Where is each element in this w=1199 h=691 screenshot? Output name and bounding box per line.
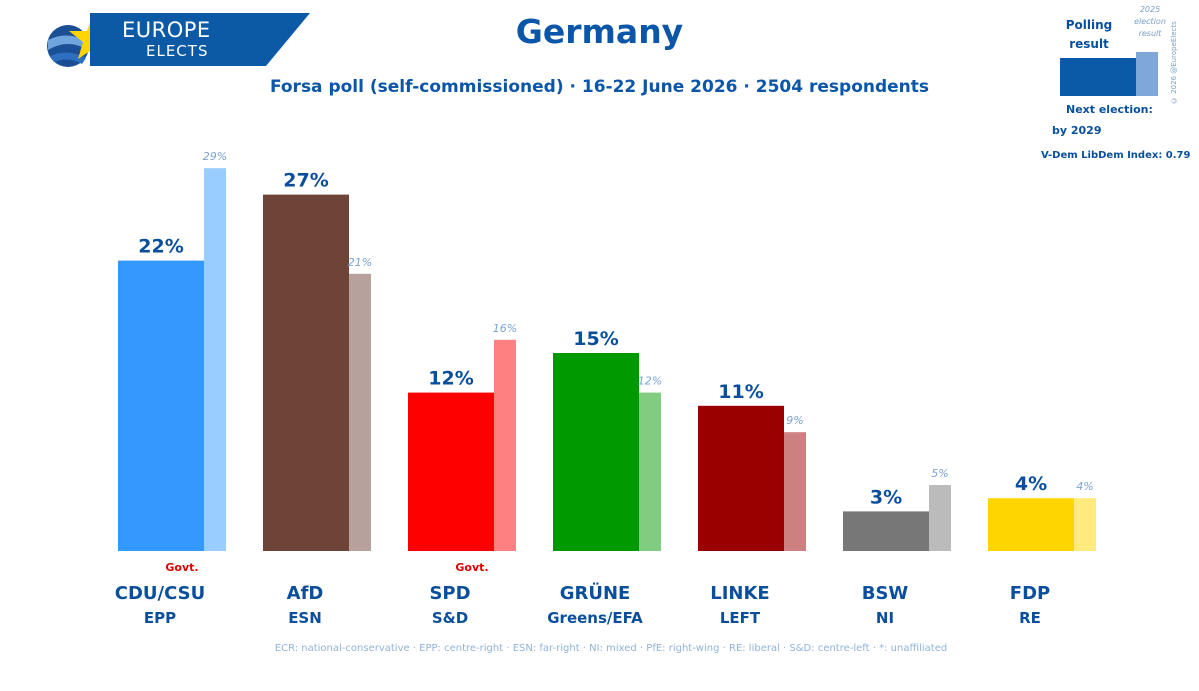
legend-election-label: 2025 election result — [1134, 5, 1166, 38]
election-result-bar — [204, 168, 226, 551]
logo-text-europe: EUROPE — [122, 18, 211, 42]
party-name-label: CDU/CSU — [115, 583, 205, 604]
party-group-label: EPP — [144, 609, 176, 627]
election-value-label: 5% — [931, 467, 948, 480]
vdem-index: V-Dem LibDem Index: 0.79 — [1041, 150, 1191, 161]
polling-bar — [118, 260, 204, 551]
election-result-bar — [929, 485, 951, 551]
election-value-label: 29% — [203, 150, 227, 163]
polling-value-label: 27% — [283, 170, 328, 192]
polling-bar — [553, 353, 639, 551]
party-name-label: FDP — [1010, 583, 1050, 604]
polling-value-label: 12% — [428, 368, 473, 390]
election-value-label: 12% — [638, 375, 662, 388]
legend-polling-swatch — [1060, 58, 1136, 96]
polling-value-label: 15% — [573, 328, 618, 350]
chart-title: Germany — [515, 12, 684, 51]
legend: Polling result 2025 election result © 20… — [1030, 4, 1195, 174]
europe-elects-logo: EUROPE ELECTS — [38, 12, 310, 68]
logo-text-elects: ELECTS — [146, 42, 209, 60]
legend-polling-label: Polling result — [1065, 18, 1113, 51]
election-result-bar — [639, 392, 661, 551]
polling-value-label: 3% — [870, 486, 902, 508]
election-value-label: 9% — [786, 414, 803, 427]
party-group-label: Greens/EFA — [547, 609, 643, 627]
party-name-label: LINKE — [710, 583, 769, 604]
election-value-label: 4% — [1076, 480, 1093, 493]
polling-bar — [988, 498, 1074, 551]
polling-value-label: 4% — [1015, 473, 1047, 495]
party-group-label: NI — [876, 609, 894, 627]
party-group-label: LEFT — [720, 609, 761, 627]
polling-bar — [408, 392, 494, 551]
party-group-label: RE — [1019, 609, 1041, 627]
next-election-label: Next election: — [1066, 103, 1153, 116]
group-footnote: ECR: national-conservative · EPP: centre… — [274, 643, 948, 654]
election-result-bar — [349, 273, 371, 551]
election-value-label: 21% — [348, 256, 372, 269]
legend-election-swatch — [1136, 52, 1158, 96]
polling-bar — [698, 405, 784, 551]
polling-value-label: 11% — [718, 381, 763, 403]
party-name-label: GRÜNE — [560, 582, 631, 604]
polling-value-label: 22% — [138, 236, 183, 258]
party-name-label: SPD — [429, 583, 470, 604]
election-result-bar — [784, 432, 806, 551]
party-name-label: BSW — [862, 583, 909, 604]
polling-bar — [263, 194, 349, 551]
party-group-label: S&D — [432, 609, 468, 627]
election-result-bar — [1074, 498, 1096, 551]
party-group-label: ESN — [288, 609, 322, 627]
party-name-label: AfD — [287, 583, 324, 604]
election-result-bar — [494, 339, 516, 551]
govt-label: Govt. — [165, 561, 198, 574]
govt-label: Govt. — [455, 561, 488, 574]
chart-subtitle: Forsa poll (self-commissioned) · 16-22 J… — [269, 77, 930, 97]
next-election-value: by 2029 — [1052, 124, 1102, 137]
election-value-label: 16% — [493, 322, 517, 335]
polling-bar — [843, 511, 929, 551]
